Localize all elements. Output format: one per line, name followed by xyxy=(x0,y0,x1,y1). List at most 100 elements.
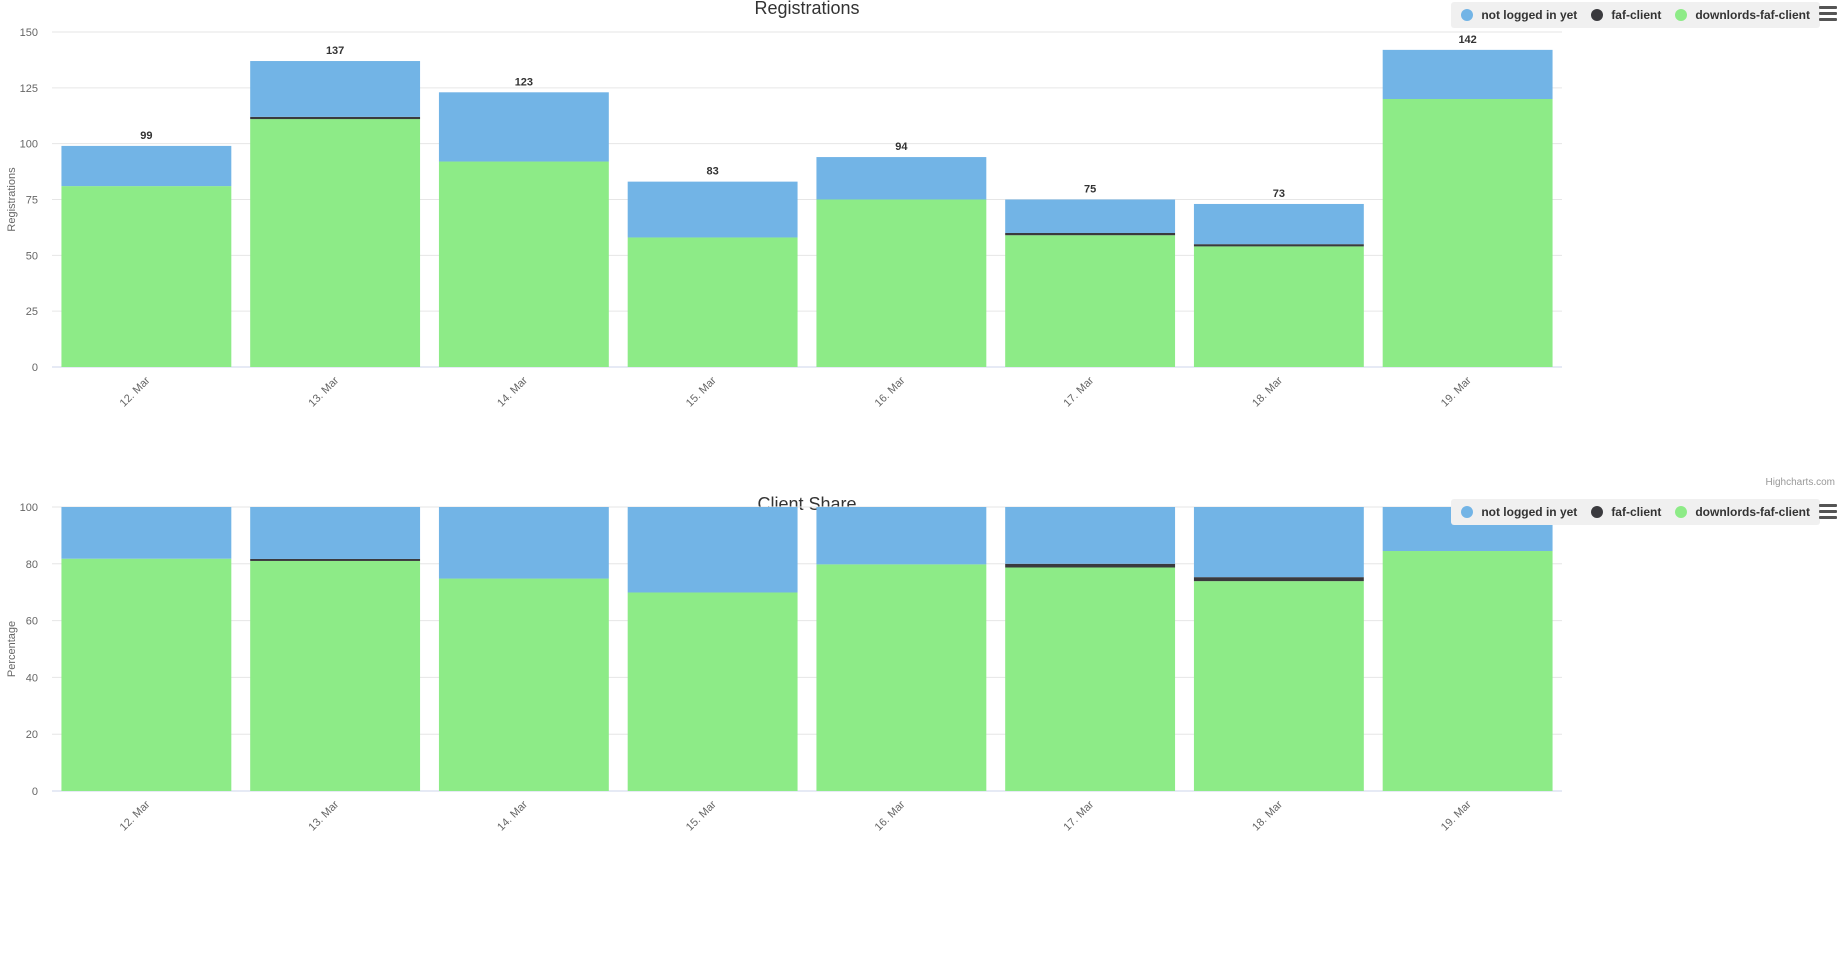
y-tick-label: 40 xyxy=(26,672,38,684)
x-tick-label: 14. Mar xyxy=(495,374,530,409)
bar-segment xyxy=(438,578,609,791)
bar-total-label: 137 xyxy=(326,45,344,57)
bar-total-label: 94 xyxy=(895,141,908,153)
y-tick-label: 125 xyxy=(20,83,38,95)
legend-dot-icon xyxy=(1461,9,1474,21)
bar-segment xyxy=(250,116,421,120)
bar-segment xyxy=(1005,507,1176,564)
bar-segment xyxy=(1005,563,1176,568)
client-share-legend: not logged in yet faf-client downlords-f… xyxy=(1451,499,1820,525)
chart-title: Registrations xyxy=(754,0,859,18)
legend-label: faf-client xyxy=(1611,8,1662,22)
bar-segment xyxy=(61,558,232,791)
credits-link[interactable]: Highcharts.com xyxy=(1765,477,1835,488)
x-tick-label: 15. Mar xyxy=(684,798,719,833)
bar-total-label: 75 xyxy=(1084,184,1096,196)
bar-segment xyxy=(250,119,421,367)
x-tick-label: 18. Mar xyxy=(1250,374,1285,409)
bar-segment xyxy=(438,507,609,579)
legend-label: faf-client xyxy=(1611,505,1662,519)
bar-segment xyxy=(438,92,609,162)
legend-item-downlords[interactable]: downlords-faf-client xyxy=(1675,8,1810,22)
legend-label: downlords-faf-client xyxy=(1695,505,1810,519)
x-tick-label: 17. Mar xyxy=(1061,798,1096,833)
bar-total-label: 73 xyxy=(1273,188,1285,200)
bar-segment xyxy=(816,157,987,200)
bar-segment xyxy=(1382,49,1553,99)
bar-total-label: 99 xyxy=(140,130,152,142)
bar-segment xyxy=(1005,235,1176,367)
y-tick-label: 75 xyxy=(26,195,38,207)
bar-segment xyxy=(250,558,421,561)
chart-menu-icon[interactable] xyxy=(1819,504,1837,520)
registrations-chart: Registrations 0 25 50 75 100 125 150 Registratio… xyxy=(6,0,1837,488)
bar-segment xyxy=(61,145,232,187)
bar-segment xyxy=(1005,233,1176,236)
bar-segment xyxy=(1193,203,1364,245)
client-share-chart: Client Share 0 20 40 60 80 100 Percentage 12. Ma… xyxy=(0,494,1841,973)
y-tick-label: 60 xyxy=(26,616,38,628)
x-tick-label: 18. Mar xyxy=(1250,798,1285,833)
x-tick-label: 15. Mar xyxy=(684,374,719,409)
x-tick-label: 16. Mar xyxy=(873,798,908,833)
legend-dot-icon xyxy=(1675,506,1688,518)
legend-dot-icon xyxy=(1675,9,1688,21)
y-tick-label: 100 xyxy=(20,139,38,151)
y-tick-label: 25 xyxy=(26,306,38,318)
bar-segment xyxy=(1193,577,1364,582)
x-tick-label: 13. Mar xyxy=(306,374,341,409)
bar-total-label: 123 xyxy=(515,76,533,88)
y-axis-title: Percentage xyxy=(6,621,18,677)
y-tick-label: 0 xyxy=(32,362,38,374)
legend-label: not logged in yet xyxy=(1481,8,1578,22)
x-tick-label: 13. Mar xyxy=(306,798,341,833)
x-tick-label: 16. Mar xyxy=(873,374,908,409)
bar-segment xyxy=(627,237,798,367)
legend-item-faf-client[interactable]: faf-client xyxy=(1591,505,1661,519)
bar-segment xyxy=(1382,551,1553,791)
x-tick-label: 14. Mar xyxy=(495,798,530,833)
legend-dot-icon xyxy=(1591,9,1604,21)
bar-segment xyxy=(438,161,609,367)
x-tick-label: 17. Mar xyxy=(1061,374,1096,409)
chart-menu-icon[interactable] xyxy=(1819,6,1837,22)
legend-item-not-logged-in[interactable]: not logged in yet xyxy=(1461,505,1577,519)
bar-segment xyxy=(1193,507,1364,578)
bar-segment xyxy=(816,199,987,367)
registrations-legend: not logged in yet faf-client downlords-f… xyxy=(1451,2,1820,28)
bar-segment xyxy=(61,507,232,559)
y-tick-label: 80 xyxy=(26,559,38,571)
bar-segment xyxy=(627,592,798,791)
legend-label: not logged in yet xyxy=(1481,505,1578,519)
legend-item-faf-client[interactable]: faf-client xyxy=(1591,8,1661,22)
legend-label: downlords-faf-client xyxy=(1695,8,1810,22)
bar-total-label: 83 xyxy=(707,166,719,178)
bar-segment xyxy=(627,507,798,593)
y-tick-label: 50 xyxy=(26,250,38,262)
y-tick-label: 150 xyxy=(20,27,38,39)
bar-segment xyxy=(1193,581,1364,791)
bar-total-label: 142 xyxy=(1458,34,1476,46)
bar-segment xyxy=(250,61,421,117)
legend-item-downlords[interactable]: downlords-faf-client xyxy=(1675,505,1810,519)
bar-segment xyxy=(816,507,987,565)
x-tick-label: 12. Mar xyxy=(118,798,153,833)
legend-item-not-logged-in[interactable]: not logged in yet xyxy=(1461,8,1577,22)
x-tick-label: 12. Mar xyxy=(118,374,153,409)
y-axis-title: Registrations xyxy=(6,167,18,232)
bar-segment xyxy=(250,560,421,791)
x-tick-label: 19. Mar xyxy=(1439,798,1474,833)
y-tick-label: 20 xyxy=(26,729,38,741)
bar-segment xyxy=(1193,246,1364,367)
y-tick-label: 0 xyxy=(32,786,38,798)
registrations-chart-svg: Registrations 0 25 50 75 100 125 150 Registratio… xyxy=(6,0,1562,409)
bar-segment xyxy=(250,507,421,559)
bar-segment xyxy=(1382,99,1553,367)
bar-segment xyxy=(1005,567,1176,791)
bar-segment xyxy=(1193,244,1364,247)
legend-dot-icon xyxy=(1591,506,1604,518)
bar-segment xyxy=(627,181,798,238)
bar-segment xyxy=(61,186,232,367)
bar-segment xyxy=(816,564,987,791)
